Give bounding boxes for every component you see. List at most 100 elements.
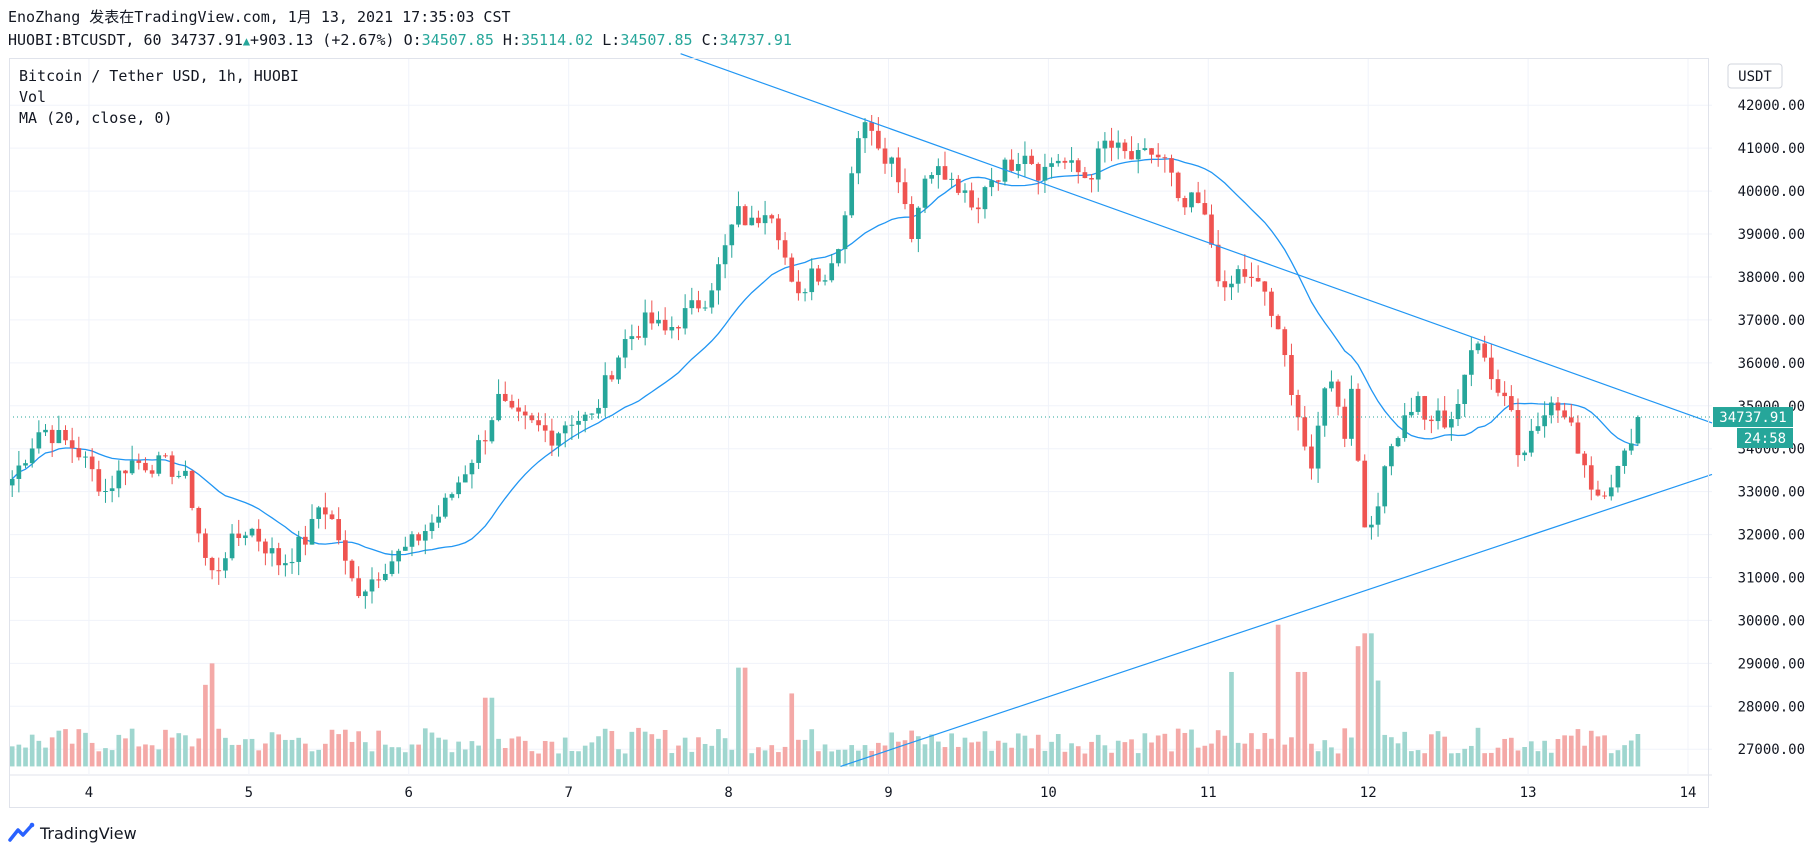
volume-bar xyxy=(702,743,708,767)
candle-body xyxy=(1362,460,1368,528)
volume-bar xyxy=(1515,750,1521,767)
candle-body xyxy=(49,429,55,444)
volume-bar xyxy=(975,741,981,767)
volume-bar xyxy=(469,741,475,767)
candle-body xyxy=(429,522,435,532)
volume-bar xyxy=(809,729,815,767)
candle-body xyxy=(296,536,302,562)
volume-bar xyxy=(955,746,961,767)
candle-body xyxy=(1022,155,1028,165)
candle-body xyxy=(496,393,501,421)
volume-bar xyxy=(1449,753,1454,767)
candle-body xyxy=(1562,410,1567,418)
candle-body xyxy=(769,215,775,219)
volume-bar xyxy=(1382,734,1388,767)
y-tick-label: 36000.00 xyxy=(1738,356,1805,372)
candle-body xyxy=(382,573,388,581)
volume-bar xyxy=(1395,743,1401,767)
candle-body xyxy=(43,429,48,433)
volume-bar xyxy=(995,740,1001,767)
y-tick-label: 42000.00 xyxy=(1738,98,1805,114)
candle-body xyxy=(369,579,375,592)
candle-body xyxy=(83,456,88,458)
candle-body xyxy=(223,558,228,571)
candle-body xyxy=(1035,163,1041,181)
candle-body xyxy=(1375,506,1381,525)
high-value: 35114.02 xyxy=(520,31,594,49)
volume-bar xyxy=(1329,747,1334,767)
volume-bar xyxy=(129,728,135,767)
volume-bar xyxy=(389,747,395,767)
candle-body xyxy=(802,292,808,294)
volume-bar xyxy=(649,734,655,767)
candle-body xyxy=(323,507,328,515)
candle-body xyxy=(462,474,468,483)
candle-body xyxy=(63,429,68,441)
candle-body xyxy=(656,319,661,324)
volume-bar xyxy=(562,737,568,767)
price-chart[interactable]: 27000.00 28000.00 29000.00 30000.00 31000.00… xyxy=(0,0,1805,815)
volume-bar xyxy=(1122,742,1128,767)
volume-bar xyxy=(896,741,901,767)
candle-body xyxy=(602,375,608,408)
candle-body xyxy=(283,563,288,566)
volume-bar xyxy=(949,733,954,767)
volume-bar xyxy=(782,746,788,767)
candle-body xyxy=(489,420,495,442)
candle-body xyxy=(1415,396,1421,412)
candle-body xyxy=(349,560,355,579)
volume-bar xyxy=(876,742,881,767)
candle-body xyxy=(409,534,415,547)
y-tick-label: 39000.00 xyxy=(1738,227,1805,243)
volume-bar xyxy=(209,663,215,767)
candle-body xyxy=(1209,214,1214,245)
candle-body xyxy=(1369,524,1374,528)
candle-body xyxy=(229,533,235,559)
candle-body xyxy=(749,217,755,226)
candle-body xyxy=(1229,283,1234,288)
volume-bar xyxy=(203,684,208,767)
last-price-label: 34737.91 xyxy=(1719,410,1786,426)
volume-bar xyxy=(1309,743,1314,767)
volume-bar xyxy=(476,745,481,767)
candle-body xyxy=(796,281,801,294)
candle-body xyxy=(1422,396,1428,420)
candle-body xyxy=(975,207,981,210)
volume-bar xyxy=(629,731,635,767)
candle-body xyxy=(29,448,35,464)
candle-body xyxy=(1488,357,1494,380)
candle-body xyxy=(1049,163,1054,167)
volume-bar xyxy=(916,736,921,767)
volume-bar xyxy=(1049,741,1054,767)
candle-body xyxy=(1309,446,1314,469)
candle-body xyxy=(1622,450,1627,466)
volume-bar xyxy=(76,729,82,767)
volume-bar xyxy=(376,730,381,767)
candle-body xyxy=(1395,438,1401,447)
volume-bar xyxy=(582,745,588,767)
volume-bar xyxy=(382,744,388,767)
y-tick-label: 31000.00 xyxy=(1738,571,1805,587)
volume-bar xyxy=(642,731,648,767)
volume-bar xyxy=(1482,753,1487,767)
candle-body xyxy=(662,319,668,331)
volume-bar xyxy=(529,751,535,767)
volume-bar xyxy=(1508,737,1514,767)
volume-bar xyxy=(1242,743,1248,767)
candle-body xyxy=(589,413,595,415)
volume-bar xyxy=(1602,735,1607,767)
volume-bar xyxy=(1548,752,1554,767)
candle-body xyxy=(516,407,521,412)
volume-bar xyxy=(942,747,948,767)
candle-body xyxy=(842,215,848,250)
y-tick-label: 33000.00 xyxy=(1738,485,1805,501)
candle-body xyxy=(1588,465,1594,490)
candle-body xyxy=(143,462,148,471)
candle-body xyxy=(476,440,481,463)
volume-bar xyxy=(1475,727,1481,767)
tradingview-branding[interactable]: TradingView xyxy=(8,822,137,844)
volume-bar xyxy=(16,744,22,767)
candle-body xyxy=(1555,402,1561,411)
volume-bar xyxy=(63,729,68,767)
high-label: H: xyxy=(502,31,521,49)
